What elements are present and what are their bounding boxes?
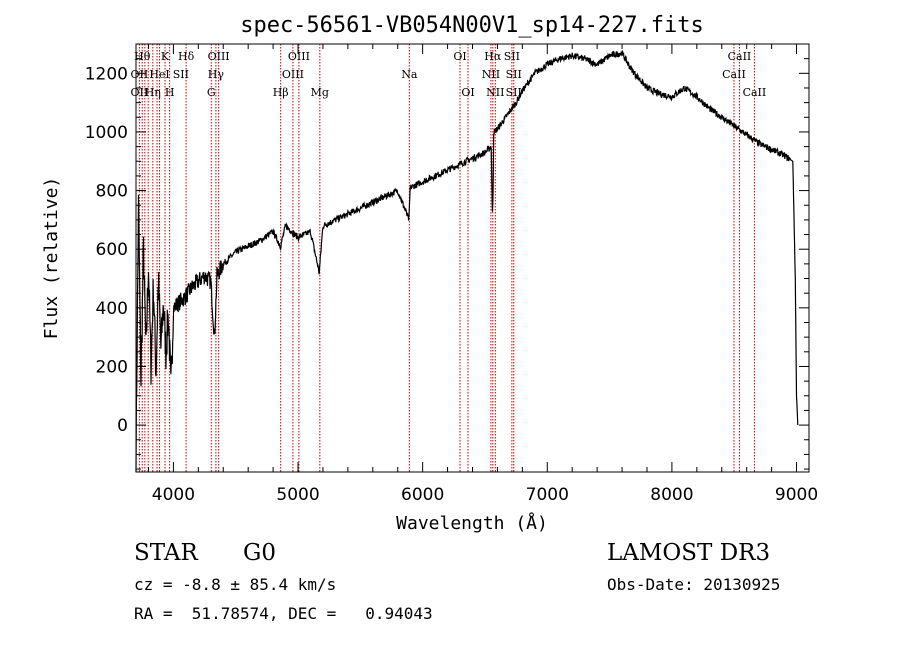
line-label-21: G — [207, 86, 216, 99]
x-tick-label-9000: 9000 — [775, 485, 818, 505]
object-class: STAR — [134, 540, 198, 566]
x-tick-label-7000: 7000 — [526, 485, 569, 505]
line-label-0: Hθ — [134, 50, 151, 63]
y-axis-ticks: 0 200 400 600 800 1000 1200 — [85, 58, 809, 470]
object-subclass: G0 — [243, 540, 277, 566]
x-tick-label-8000: 8000 — [650, 485, 693, 505]
line-label-2: Hδ — [178, 50, 195, 63]
coordinates-text: RA = 51.78574, DEC = 0.94043 — [134, 604, 433, 623]
y-tick-label-200: 200 — [96, 357, 128, 377]
line-label-11: SII — [173, 68, 189, 81]
line-label-9: OII — [131, 68, 149, 81]
redshift-text: cz = -8.8 ± 85.4 km/s — [134, 575, 337, 594]
line-label-8: CaII — [728, 50, 752, 63]
line-label-26: SII — [506, 86, 522, 99]
line-label-17: CaII — [722, 68, 746, 81]
line-label-15: NII — [482, 68, 500, 81]
line-label-10: HeI — [149, 68, 169, 81]
y-tick-label-1200: 1200 — [85, 64, 128, 84]
line-label-25: NII — [486, 86, 504, 99]
line-label-22: Hβ — [273, 86, 289, 99]
line-label-1: K — [161, 50, 170, 63]
line-label-3: OIII — [208, 50, 230, 63]
x-axis-label: Wavelength (Å) — [396, 512, 548, 534]
chart-title: spec-56561-VB054N00V1_sp14-227.fits — [240, 13, 704, 38]
line-label-6: Hα — [484, 50, 502, 63]
y-tick-label-1000: 1000 — [85, 123, 128, 143]
y-tick-label-600: 600 — [96, 240, 128, 260]
line-label-24: OI — [461, 86, 474, 99]
y-tick-label-400: 400 — [96, 299, 128, 319]
survey-name: LAMOST DR3 — [607, 540, 771, 566]
line-label-19: Hη — [145, 86, 161, 99]
line-label-5: OI — [453, 50, 466, 63]
line-label-4: OIII — [288, 50, 310, 63]
y-axis-label: Flux (relative) — [41, 177, 62, 340]
y-tick-label-800: 800 — [96, 182, 128, 202]
y-tick-label-0: 0 — [117, 416, 128, 436]
spectrum-series-line — [135, 50, 799, 473]
emission-line-markers — [138, 44, 755, 472]
line-label-18: OII — [131, 86, 149, 99]
x-axis-ticks: 4000 5000 6000 7000 8000 9000 — [147, 44, 818, 505]
line-label-14: Na — [401, 68, 418, 81]
x-tick-label-6000: 6000 — [401, 485, 444, 505]
line-label-12: Hγ — [208, 68, 225, 81]
line-label-20: H — [165, 86, 175, 99]
line-label-23: Mg — [311, 86, 329, 99]
x-tick-label-4000: 4000 — [152, 485, 195, 505]
line-label-13: OIII — [282, 68, 304, 81]
obs-date-text: Obs-Date: 20130925 — [607, 575, 781, 594]
line-label-27: CaII — [743, 86, 767, 99]
line-label-7: SII — [504, 50, 520, 63]
x-tick-label-5000: 5000 — [276, 485, 319, 505]
line-label-16: SII — [506, 68, 522, 81]
